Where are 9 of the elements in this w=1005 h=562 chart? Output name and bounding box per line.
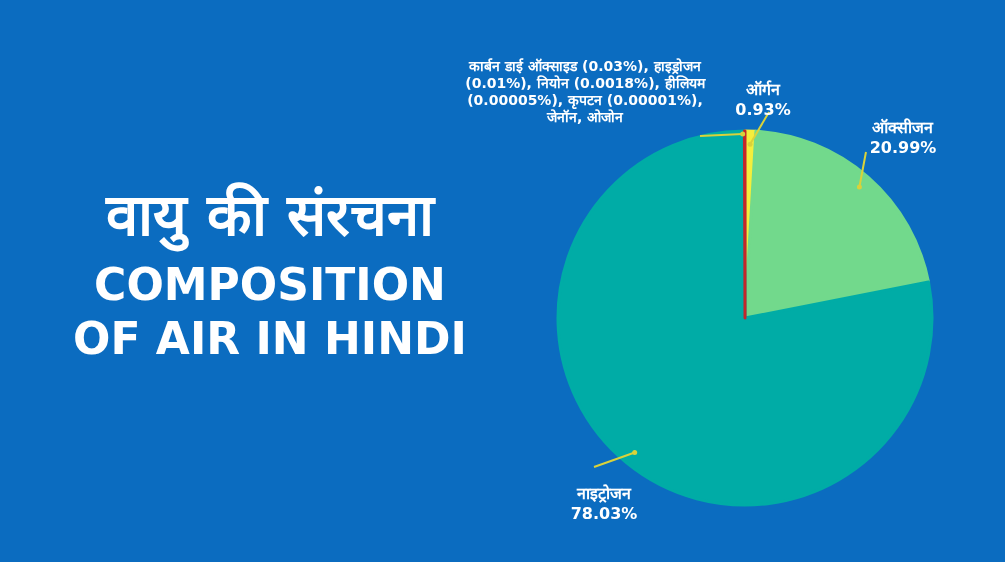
data-label: 20.99% [869, 138, 937, 158]
slice-label: ऑर्गन [745, 80, 782, 100]
slice-label: कार्बन डाई ऑक्साइड (0.03%), हाइड्रोजन (0.01%), नियोन (0.0018%), हीलियम (0.00005%), कृपटन (0.00001%), जेनॉन, ओजोन [464, 58, 707, 126]
slice-label: नाइट्रोजन [575, 484, 633, 504]
data-label: 0.93% [735, 100, 791, 120]
text: COMPOSITION OF AIR IN HINDI [72, 258, 468, 366]
text: वायु की संरचना [104, 180, 437, 250]
slice-label: ऑक्सीजन [871, 118, 935, 138]
data-label: 78.03% [570, 504, 638, 524]
